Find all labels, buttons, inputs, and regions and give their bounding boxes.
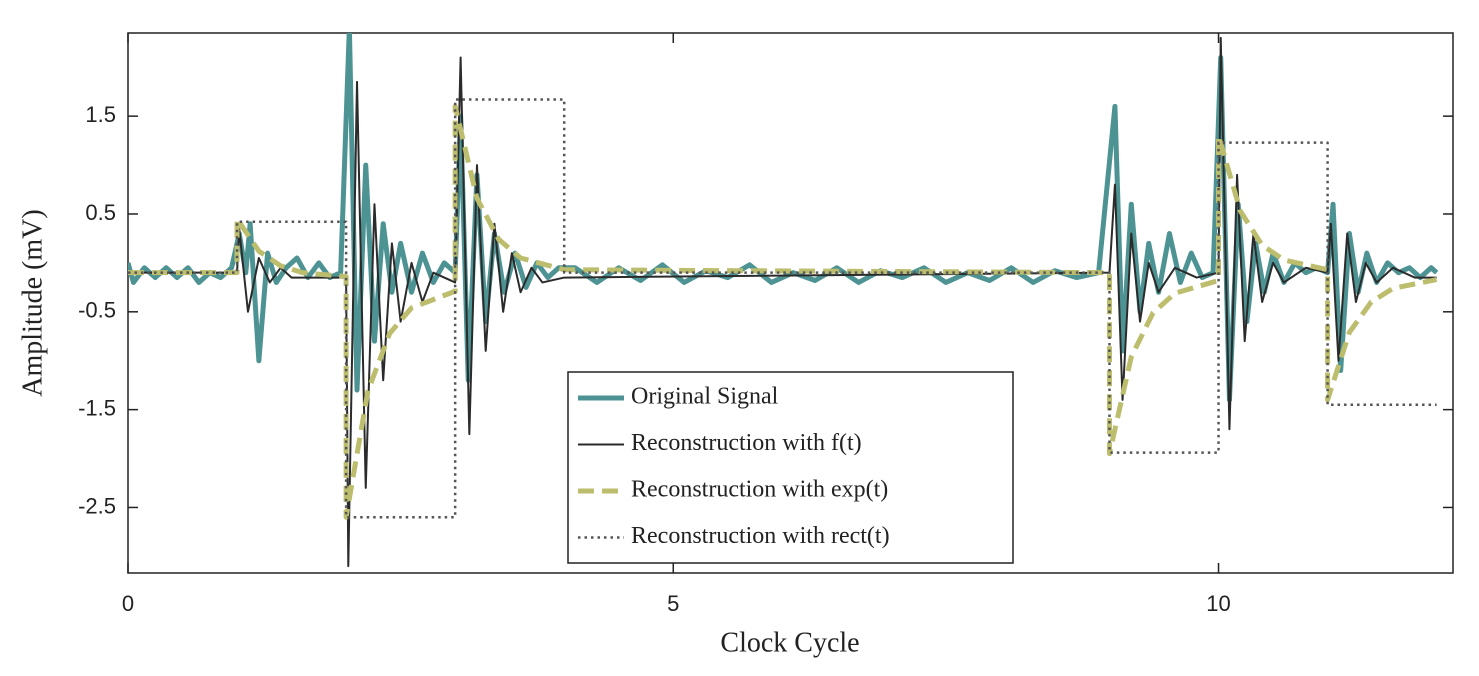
- x-tick-label: 0: [122, 591, 134, 616]
- series-line: [128, 33, 1439, 403]
- legend-label: Reconstruction with rect(t): [631, 523, 890, 549]
- legend-label: Reconstruction with f(t): [631, 430, 862, 456]
- y-tick-label: 0.5: [85, 200, 116, 225]
- legend-box: [567, 371, 1014, 564]
- y-tick-label: -0.5: [78, 298, 116, 323]
- series-line: [128, 103, 1438, 520]
- y-axis-label: Amplitude (mV): [17, 209, 48, 396]
- x-tick-label: 5: [667, 591, 679, 616]
- series-line: [128, 36, 1437, 568]
- series-layer: [128, 33, 1439, 568]
- legend-label: Reconstruction with exp(t): [631, 477, 888, 503]
- y-tick-label: -2.5: [78, 493, 116, 518]
- legend: Original Signal Reconstruction with f(t) R…: [567, 371, 1014, 564]
- x-axis-label: Clock Cycle: [720, 627, 859, 658]
- x-tick-label: 10: [1206, 591, 1230, 616]
- legend-label: Original Signal: [631, 384, 779, 410]
- y-tick-label: 1.5: [85, 102, 116, 127]
- y-tick-label: -1.5: [78, 395, 116, 420]
